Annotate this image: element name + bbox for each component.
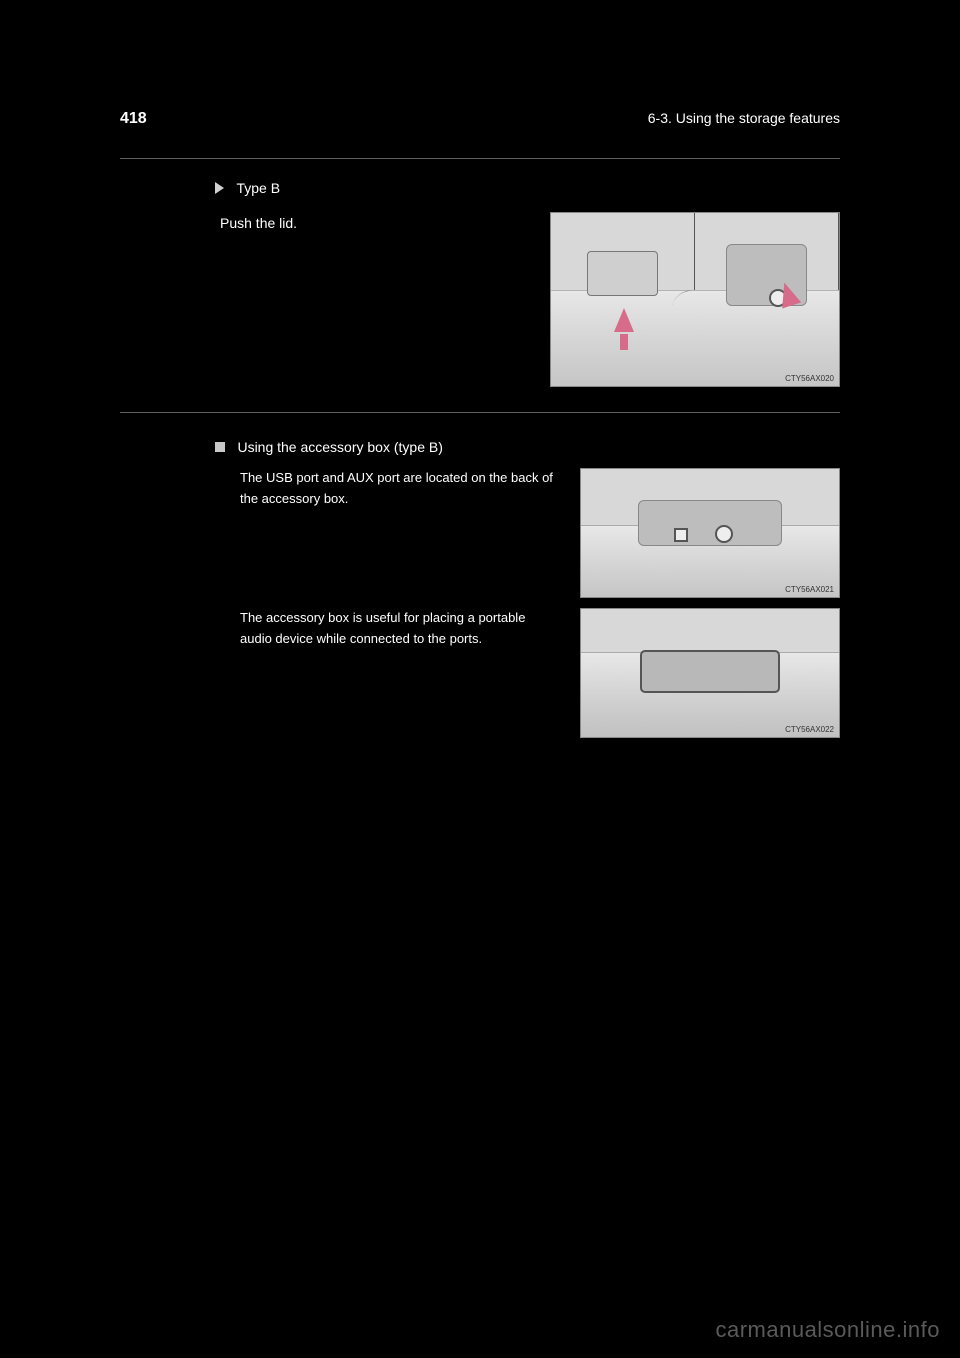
subsection-content-1: The USB port and AUX port are located on…: [120, 468, 840, 738]
push-lid-illustration: CTY56AX020: [550, 212, 840, 387]
square-bullet-icon: [215, 442, 225, 452]
sub-para-1: The USB port and AUX port are located on…: [120, 468, 580, 738]
subsection-heading-row: Using the accessory box (type B): [120, 438, 840, 456]
usb-port-icon: [674, 528, 688, 542]
illus-open: [695, 213, 839, 386]
page-content: 418 6-3. Using the storage features Type…: [120, 110, 840, 650]
open-recess: [638, 500, 782, 546]
subsection: Using the accessory box (type B) The USB…: [120, 438, 840, 650]
instruction-text: Push the lid.: [120, 212, 550, 387]
subsection-content-2: The accessory box is useful for placing …: [120, 608, 550, 650]
page-number: 418: [120, 110, 147, 128]
image-code: CTY56AX021: [785, 585, 834, 594]
push-arrow-icon: [614, 308, 634, 332]
triangle-icon: [215, 182, 224, 194]
section-divider: [120, 412, 840, 413]
watermark: carmanualsonline.info: [715, 1317, 940, 1343]
section-path: 6-3. Using the storage features: [648, 110, 840, 126]
ports-illustration: CTY56AX021: [580, 468, 840, 598]
arrow-tail: [620, 334, 628, 350]
stacked-illustrations: CTY56AX021 CTY56AX022: [580, 468, 840, 738]
image-code: CTY56AX020: [785, 374, 834, 383]
variant-content: Push the lid. CTY56AX020: [120, 212, 840, 387]
variant-label: Type B: [236, 180, 280, 196]
closed-lid: [587, 251, 659, 296]
image-code: CTY56AX022: [785, 725, 834, 734]
sub-para-2: The accessory box is useful for placing …: [120, 608, 550, 650]
portable-device: [640, 650, 779, 694]
variant-row: Type B: [120, 179, 840, 197]
subsection-title: Using the accessory box (type B): [237, 439, 442, 455]
illustration-wrapper: CTY56AX020: [550, 212, 840, 387]
device-placed-illustration: CTY56AX022: [580, 608, 840, 738]
header-divider: [120, 158, 840, 159]
page-header: 418 6-3. Using the storage features: [120, 110, 840, 128]
